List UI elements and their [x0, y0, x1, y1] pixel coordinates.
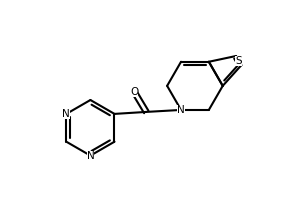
Text: N: N: [177, 105, 185, 115]
Text: N: N: [86, 151, 94, 161]
Text: N: N: [62, 109, 70, 119]
Text: S: S: [236, 56, 242, 66]
Text: O: O: [130, 87, 139, 97]
